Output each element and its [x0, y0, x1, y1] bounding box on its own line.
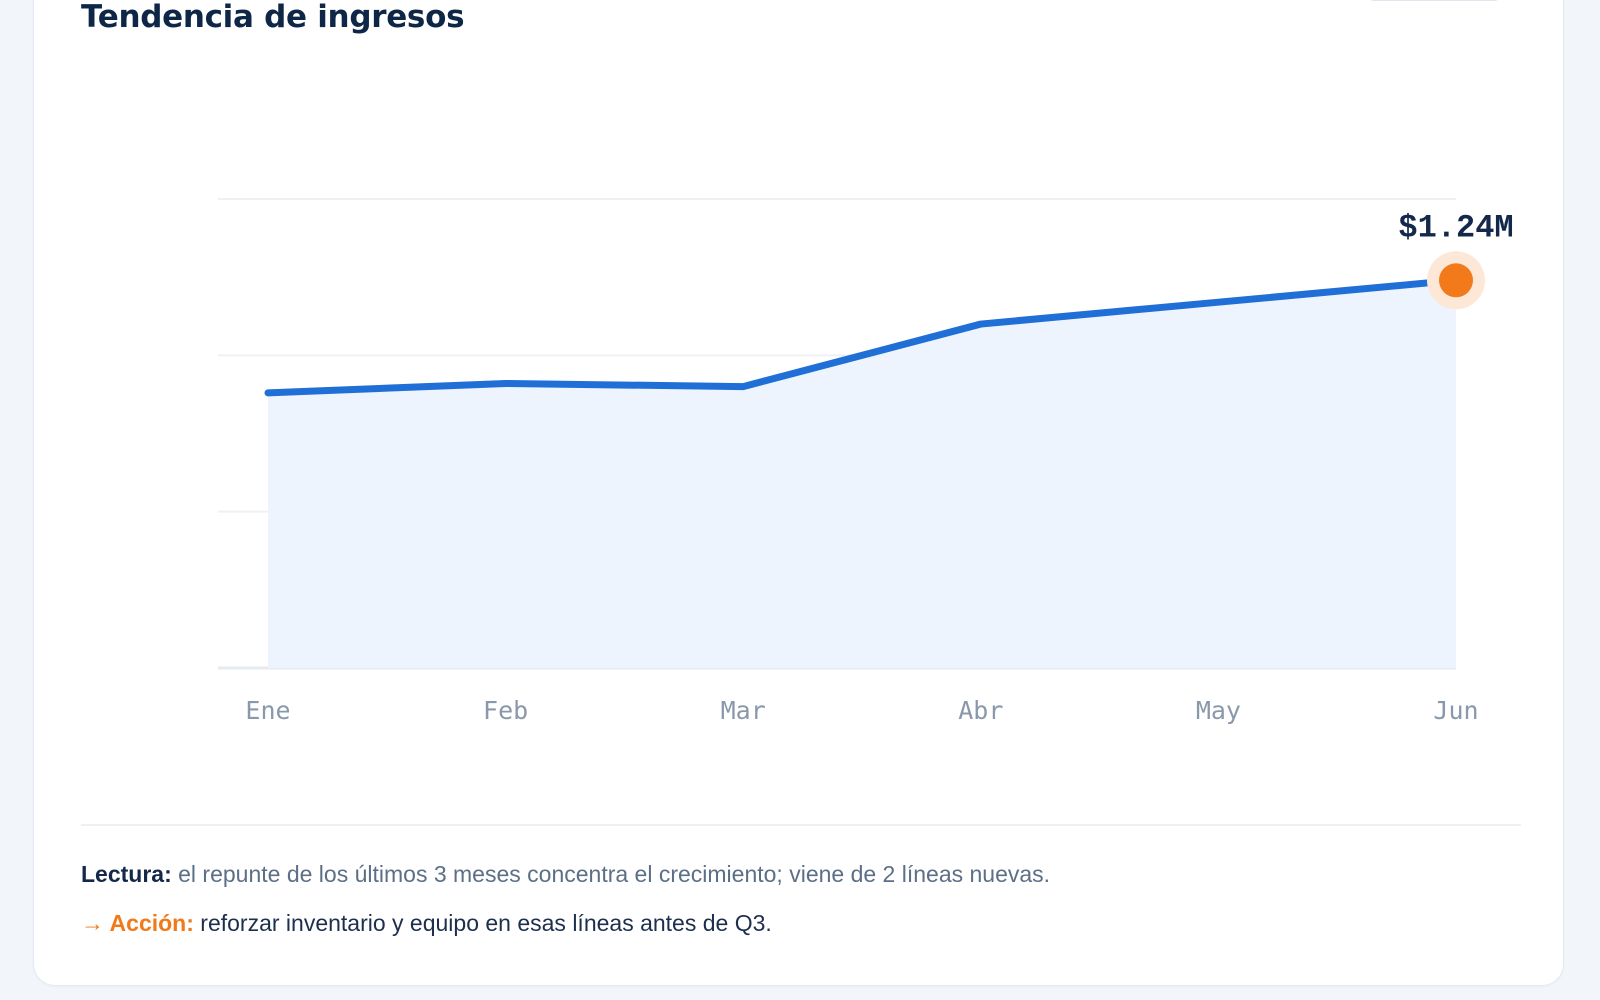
x-tick-labels: Ene Feb Mar Abr May Jun: [245, 696, 1478, 725]
area-fill: [268, 280, 1456, 668]
action-note: → Acción: reforzar inventario y equipo e…: [81, 909, 772, 937]
reading-label: Lectura:: [81, 861, 172, 887]
card-divider: [81, 824, 1521, 826]
x-tick-label: Feb: [483, 696, 528, 725]
reading-note: Lectura: el repunte de los últimos 3 mes…: [81, 860, 1050, 888]
highlight-point[interactable]: [1439, 263, 1473, 298]
chart-title: Tendencia de ingresos: [81, 0, 465, 35]
x-tick-label: May: [1196, 696, 1241, 725]
x-tick-label: Mar: [721, 696, 766, 725]
x-tick-label: Jun: [1433, 696, 1478, 725]
series-line: [264, 276, 1460, 397]
action-label: → Acción:: [81, 910, 194, 936]
action-text: reforzar inventario y equipo en esas lín…: [200, 910, 772, 936]
reading-text: el repunte de los últimos 3 meses concen…: [178, 861, 1051, 887]
x-tick-label: Ene: [245, 696, 290, 725]
x-tick-label: Abr: [958, 696, 1003, 725]
highlight-data-label: $1.24M: [1398, 209, 1513, 246]
